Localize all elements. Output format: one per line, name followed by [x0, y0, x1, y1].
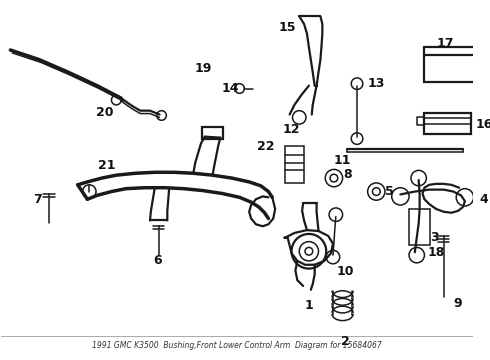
Bar: [409, 209, 430, 246]
Text: 3: 3: [430, 231, 439, 244]
Text: 9: 9: [454, 297, 463, 310]
Text: 14: 14: [221, 82, 239, 95]
Text: 10: 10: [337, 265, 354, 278]
Bar: [424, 113, 471, 134]
Text: 15: 15: [279, 21, 296, 34]
Bar: [202, 127, 223, 139]
Text: 8: 8: [343, 168, 352, 181]
Text: 7: 7: [33, 193, 42, 206]
Text: 19: 19: [194, 62, 212, 75]
Text: 2: 2: [341, 335, 350, 348]
Text: 22: 22: [257, 140, 274, 153]
Text: 5: 5: [386, 185, 394, 198]
Text: 12: 12: [283, 123, 300, 136]
Text: 21: 21: [98, 159, 115, 172]
Text: 13: 13: [368, 77, 385, 90]
Text: 1991 GMC K3500  Bushing,Front Lower Control Arm  Diagram for 15684067: 1991 GMC K3500 Bushing,Front Lower Contr…: [92, 341, 382, 350]
Text: 18: 18: [427, 246, 445, 259]
Bar: [424, 55, 474, 82]
Text: 17: 17: [437, 37, 454, 50]
Text: 16: 16: [475, 118, 490, 131]
Text: 11: 11: [334, 154, 351, 167]
Text: 6: 6: [153, 255, 162, 267]
Text: 4: 4: [480, 193, 489, 206]
Bar: [285, 146, 304, 183]
Text: 20: 20: [96, 106, 114, 119]
Text: 1: 1: [304, 299, 313, 312]
